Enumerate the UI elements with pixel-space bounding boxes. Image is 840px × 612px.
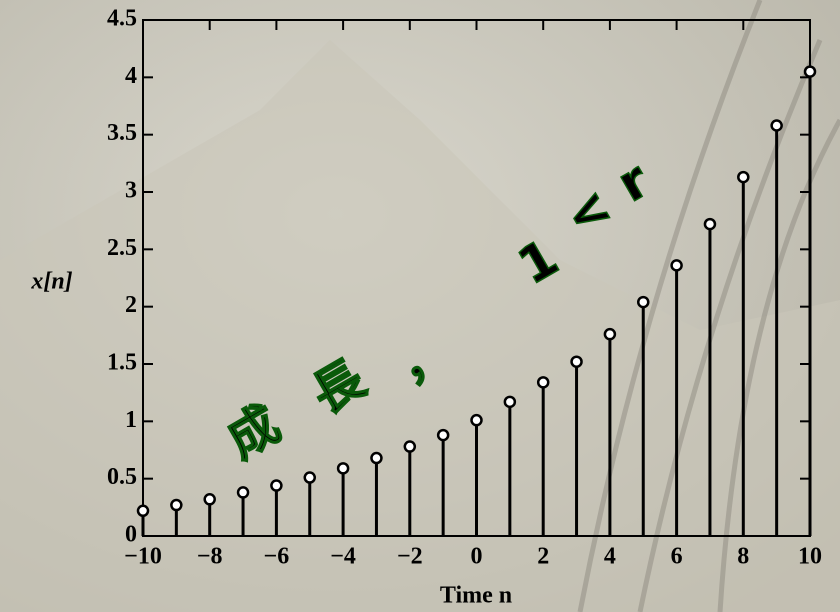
y-tick-label: 4 <box>125 63 137 89</box>
x-tick-label: 6 <box>671 544 683 570</box>
stem-marker <box>705 219 715 229</box>
stem-marker <box>538 377 548 387</box>
stem-marker <box>238 487 248 497</box>
y-tick-label: 2 <box>125 292 137 318</box>
y-tick-label: 0.5 <box>107 464 137 490</box>
chart: x[n] Time n 0 0.5 1 1.5 2 2.5 3 3.5 4 4.5 −10 −8 −6 −… <box>0 0 840 612</box>
stem-marker <box>505 397 515 407</box>
page: x[n] Time n 0 0.5 1 1.5 2 2.5 3 3.5 4 4.5 −10 −8 −6 −… <box>0 0 840 612</box>
y-tick-label: 2.5 <box>107 235 137 261</box>
stem-marker <box>205 494 215 504</box>
x-tick-label: 10 <box>798 544 822 570</box>
x-axis-label: Time n <box>440 583 512 609</box>
stem-marker <box>572 357 582 367</box>
stem-marker <box>672 260 682 270</box>
stem-marker <box>138 506 148 516</box>
stem-marker <box>338 463 348 473</box>
x-tick-label: −10 <box>124 544 162 570</box>
x-tick-label: −8 <box>197 544 223 570</box>
y-tick-label: 1 <box>125 407 137 433</box>
y-tick-label: 1.5 <box>107 350 137 376</box>
stem-marker <box>605 329 615 339</box>
stem-marker <box>772 120 782 130</box>
x-tick-label: 2 <box>537 544 549 570</box>
x-tick-label: −6 <box>264 544 290 570</box>
stem-marker <box>271 481 281 491</box>
stem-marker <box>472 415 482 425</box>
y-tick-label: 3 <box>125 178 137 204</box>
stem-marker <box>305 473 315 483</box>
stem-marker <box>638 297 648 307</box>
stem-marker <box>805 67 815 77</box>
stem-marker <box>405 442 415 452</box>
y-tick-label: 3.5 <box>107 120 137 146</box>
x-tick-label: 4 <box>604 544 616 570</box>
x-tick-label: −2 <box>397 544 423 570</box>
y-tick-label: 4.5 <box>107 6 137 32</box>
x-tick-label: 8 <box>737 544 749 570</box>
y-axis-label: x[n] <box>30 269 72 295</box>
stem-marker <box>438 430 448 440</box>
x-tick-label: 0 <box>471 544 483 570</box>
stem-marker <box>171 500 181 510</box>
stem-marker <box>738 172 748 182</box>
x-tick-label: −4 <box>330 544 356 570</box>
stem-marker <box>371 453 381 463</box>
